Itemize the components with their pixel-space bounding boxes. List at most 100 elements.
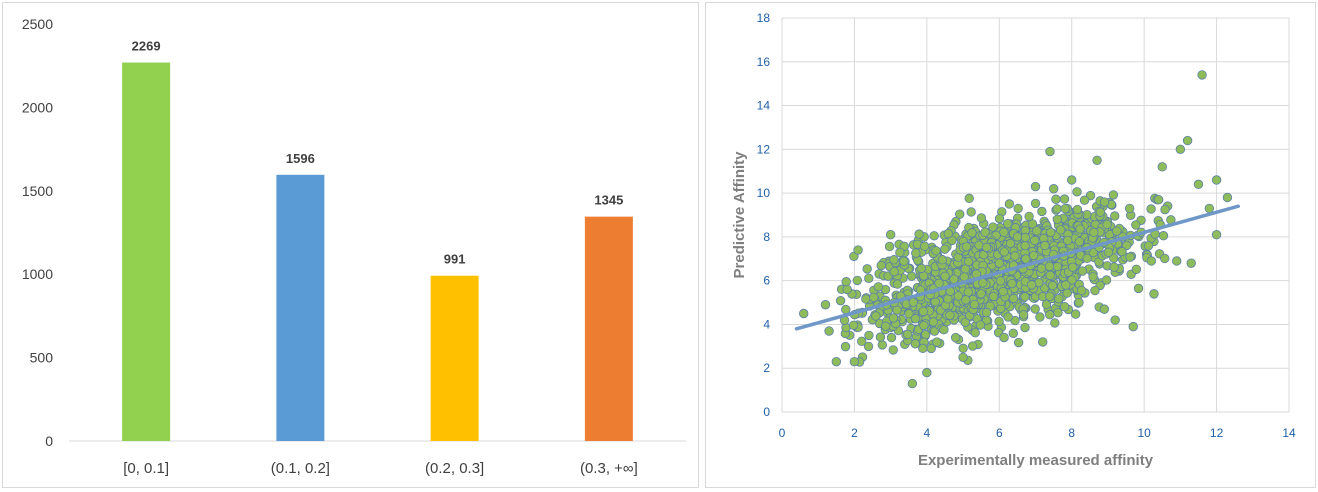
scatter-point	[1049, 184, 1059, 194]
y-tick-label: 0	[45, 433, 53, 449]
scatter-point	[1041, 299, 1052, 310]
x-tick-label: 2	[851, 426, 858, 440]
scatter-point	[1026, 280, 1037, 290]
scatter-point	[929, 231, 939, 241]
scatter-point	[1028, 250, 1039, 261]
scatter-point	[978, 278, 988, 288]
scatter-point	[1050, 318, 1060, 328]
scatter-point	[934, 278, 944, 289]
scatter-point	[864, 273, 874, 283]
scatter-point	[1068, 262, 1078, 272]
scatter-point	[953, 291, 964, 301]
scatter-point	[961, 242, 972, 252]
scatter-point	[1211, 229, 1222, 240]
scatter-point	[1007, 278, 1017, 289]
scatter-point	[1158, 231, 1169, 241]
scatter-point	[820, 300, 831, 310]
scatter-point	[1074, 297, 1084, 308]
scatter-point	[1074, 236, 1085, 247]
scatter-point	[916, 263, 927, 274]
data-label: 2269	[132, 39, 161, 54]
scatter-point	[945, 310, 955, 320]
scatter-point	[1103, 247, 1114, 257]
scatter-point	[895, 247, 905, 258]
scatter-point	[1020, 292, 1030, 302]
scatter-point	[1008, 293, 1019, 304]
scatter-point	[1030, 198, 1041, 209]
scatter-point	[831, 356, 842, 367]
scatter-point	[1099, 304, 1110, 314]
scatter-point	[1052, 214, 1062, 224]
scatter-point	[1036, 263, 1047, 273]
scatter-point	[908, 297, 919, 307]
scatter-point	[889, 266, 899, 277]
scatter-point	[1059, 301, 1070, 312]
scatter-point	[958, 352, 968, 362]
scatter-point	[1054, 294, 1064, 304]
data-label: 1596	[286, 151, 315, 166]
bar	[430, 275, 479, 441]
y-tick-label: 1500	[22, 183, 53, 199]
scatter-point	[922, 367, 932, 378]
scatter-point	[1133, 283, 1144, 294]
scatter-point	[1024, 211, 1034, 222]
scatter-point	[1040, 240, 1050, 251]
scatter-point	[940, 244, 950, 254]
y-axis-title: Predictive Affinity	[731, 151, 748, 279]
scatter-point	[1030, 181, 1041, 192]
scatter-point	[853, 245, 863, 255]
scatter-point	[1037, 206, 1047, 217]
scatter-point	[907, 378, 918, 389]
scatter-point	[848, 320, 859, 330]
scatter-point	[1030, 235, 1040, 246]
scatter-point	[919, 320, 929, 331]
scatter-point	[888, 345, 898, 355]
scatter-point	[842, 284, 852, 295]
scatter-point	[1146, 204, 1156, 214]
scatter-point	[849, 356, 860, 367]
data-label: 1345	[594, 193, 623, 208]
scatter-chart-panel: 0 2 4 6 8 10 12 14 16 18 0 2 4 6 8 10 12 14 Experimentally…	[705, 2, 1316, 488]
scatter-point	[1063, 235, 1073, 246]
y-tick-label: 1000	[22, 266, 53, 282]
scatter-point	[1153, 194, 1164, 205]
scatter-point	[875, 332, 886, 342]
y-tick-label: 14	[757, 99, 771, 113]
scatter-point	[1110, 211, 1120, 221]
scatter-point	[1027, 219, 1038, 229]
scatter-chart: 0 2 4 6 8 10 12 14 16 18 0 2 4 6 8 10 12 14 Experimentally…	[731, 11, 1296, 469]
scatter-point	[969, 299, 980, 310]
scatter-point	[869, 292, 879, 303]
scatter-point	[981, 242, 992, 253]
scatter-point	[1102, 219, 1112, 230]
scatter-point	[1075, 224, 1085, 234]
scatter-point	[1044, 261, 1055, 272]
scatter-point	[994, 316, 1004, 327]
scatter-point	[958, 343, 968, 354]
scatter-point	[904, 309, 914, 319]
scatter-point	[1012, 232, 1023, 242]
scatter-point	[1146, 256, 1157, 266]
scatter-point	[871, 311, 881, 321]
scatter-point	[1109, 262, 1119, 272]
scatter-point	[961, 295, 971, 305]
bar	[584, 216, 633, 441]
scatter-point	[1045, 310, 1055, 320]
scatter-point	[1117, 246, 1127, 257]
scatter-point	[799, 308, 809, 319]
scatter-point	[840, 341, 851, 352]
scatter-point	[1004, 199, 1015, 209]
scatter-point	[824, 326, 834, 336]
scatter-point	[1193, 179, 1204, 190]
scatter-point	[1020, 322, 1030, 333]
bar-chart-panel: 0 500 1000 1500 2000 2500 2269 [0, 0.1] 1596 (0.1…	[2, 2, 699, 488]
scatter-point	[967, 228, 977, 238]
scatter-point	[1067, 175, 1077, 185]
category-label: [0, 0.1]	[123, 460, 169, 477]
scatter-point	[841, 277, 851, 287]
scatter-point	[960, 317, 970, 327]
scatter-point	[1131, 264, 1142, 274]
scatter-point	[1052, 261, 1063, 272]
scatter-point	[1222, 192, 1233, 203]
scatter-point	[920, 330, 931, 340]
